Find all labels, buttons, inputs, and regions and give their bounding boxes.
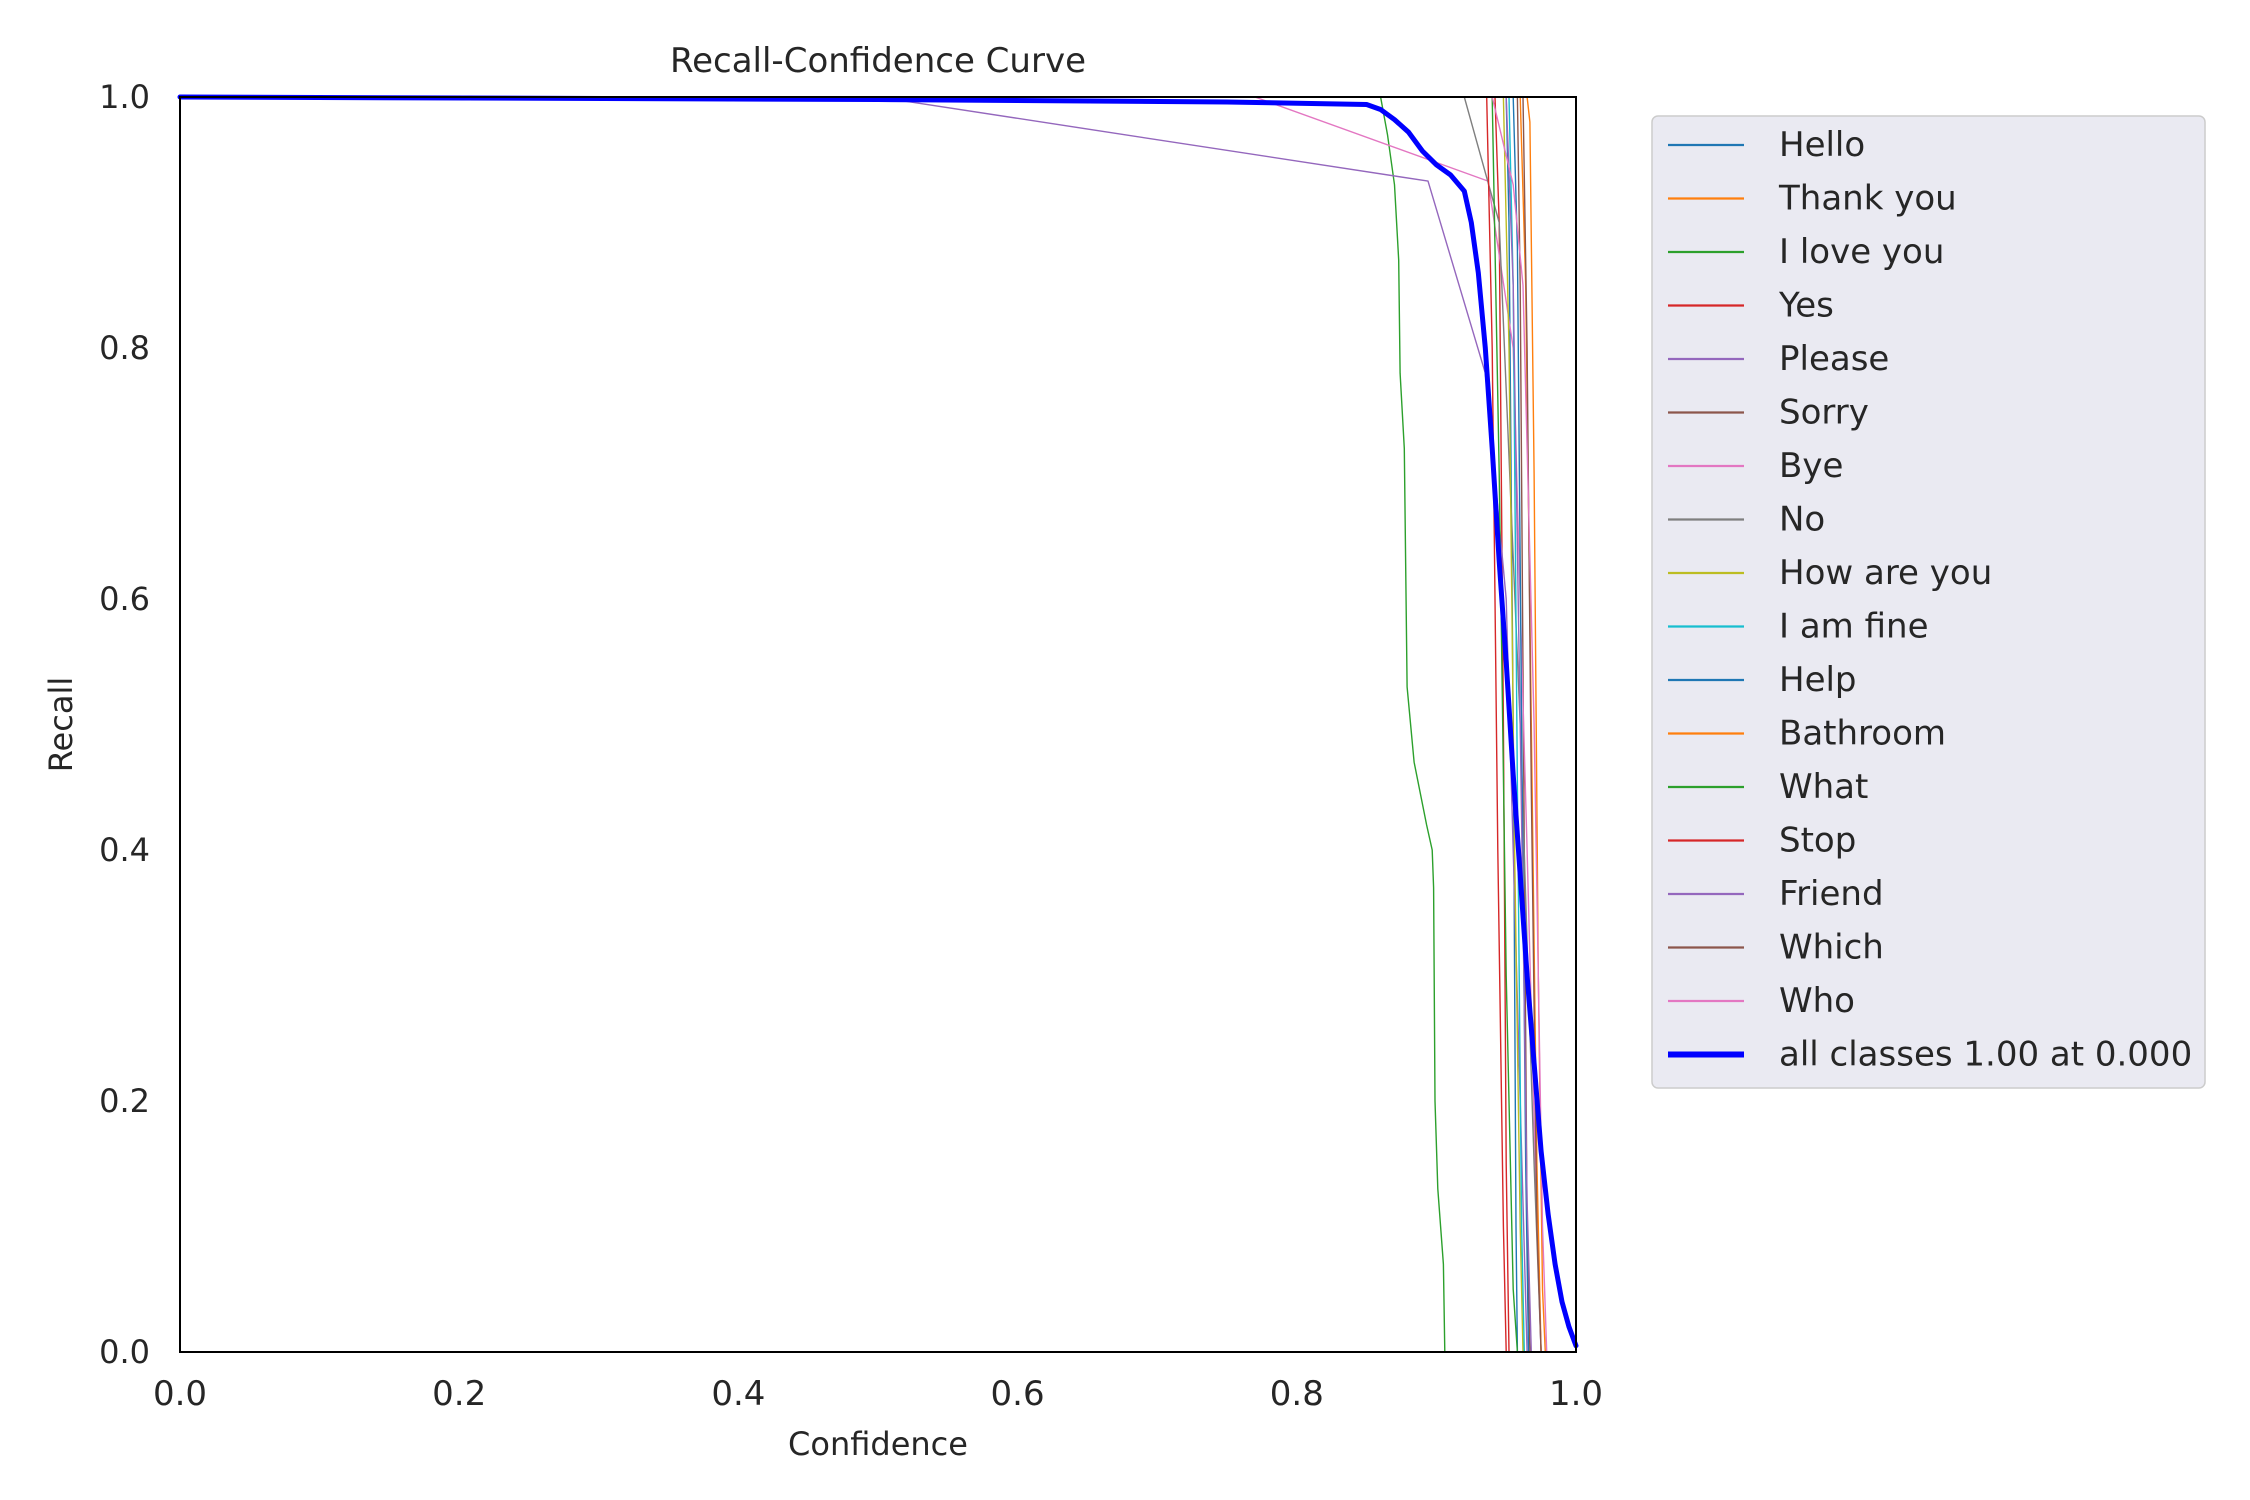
legend-box	[1651, 115, 2206, 1089]
legend-label-sorry: Sorry	[1779, 393, 1869, 433]
legend-label-who: Who	[1779, 981, 1855, 1021]
legend-label-i-love-you: I love you	[1779, 232, 1944, 272]
legend-label-yes: Yes	[1778, 286, 1834, 326]
y-tick-label: 0.6	[99, 580, 150, 618]
y-tick-label: 0.8	[99, 329, 150, 367]
y-tick-label: 1.0	[99, 78, 150, 116]
x-axis-label: Confidence	[788, 1425, 968, 1463]
y-tick-label: 0.2	[99, 1082, 150, 1120]
y-tick-label: 0.0	[99, 1333, 150, 1371]
legend-label-all-classes-1-00-at-0-000: all classes 1.00 at 0.000	[1779, 1035, 2192, 1075]
x-tick-label: 0.8	[1270, 1374, 1324, 1414]
legend-label-how-are-you: How are you	[1779, 553, 1992, 593]
legend-label-please: Please	[1779, 339, 1889, 379]
series-line-i-love-you	[179, 96, 1507, 1353]
legend: Hello Thank you I love you Yes Please Sorry By…	[1651, 115, 2206, 1089]
legend-label-which: Which	[1779, 928, 1884, 968]
chart-title: Recall-Confidence Curve	[670, 41, 1086, 81]
plot-frame	[179, 96, 1577, 1353]
y-axis-label: Recall	[42, 677, 80, 772]
legend-label-bathroom: Bathroom	[1779, 714, 1946, 754]
legend-label-help: Help	[1779, 660, 1857, 700]
x-tick-label: 0.6	[991, 1374, 1045, 1414]
y-tick-label: 0.4	[99, 831, 150, 869]
legend-label-i-am-fine: I am fine	[1779, 607, 1928, 647]
legend-label-bye: Bye	[1779, 446, 1843, 486]
legend-label-friend: Friend	[1779, 874, 1884, 914]
series-line-all-classes-1-00-at-0-000	[177, 94, 1579, 1349]
x-tick-label: 0.0	[153, 1374, 207, 1414]
legend-label-what: What	[1779, 767, 1868, 807]
legend-label-hello: Hello	[1779, 125, 1865, 165]
legend-label-thank-you: Thank you	[1778, 179, 1957, 219]
legend-label-stop: Stop	[1779, 821, 1856, 861]
axis-ticks: 0.0 0.2 0.4 0.6 0.8 1.0 0.0 0.2 0.4 0.6 0.8 1.0	[99, 78, 1603, 1414]
x-tick-label: 0.2	[432, 1374, 486, 1414]
x-tick-label: 0.4	[711, 1374, 765, 1414]
legend-label-no: No	[1779, 500, 1825, 540]
x-tick-label: 1.0	[1549, 1374, 1603, 1414]
